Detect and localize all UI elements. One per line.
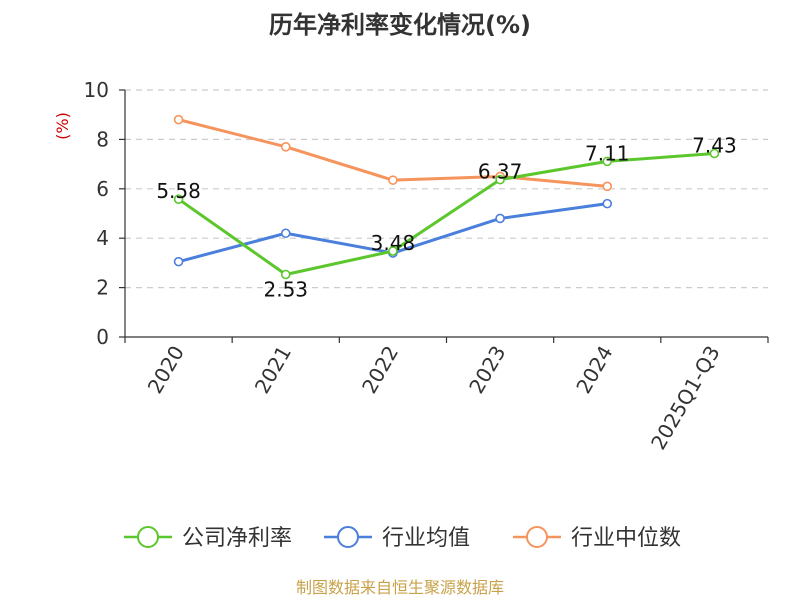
series-point-2 bbox=[280, 142, 291, 152]
series-point-0 bbox=[388, 246, 398, 256]
x-tick-labels: 2020 2021 2022 2023 2024 2025Q1-Q3 bbox=[143, 342, 725, 454]
axes bbox=[119, 89, 769, 343]
legend-marker-1 bbox=[337, 526, 359, 548]
data-label: 2.53 bbox=[263, 278, 308, 302]
series-point-1 bbox=[173, 256, 184, 267]
grid-lines bbox=[125, 89, 768, 289]
y-tick-label: 6 bbox=[96, 177, 109, 201]
x-tick-label: 2023 bbox=[464, 342, 510, 398]
series-point-0 bbox=[173, 194, 184, 204]
legend-label: 行业均值 bbox=[382, 526, 470, 551]
y-tick-label: 0 bbox=[96, 325, 109, 349]
y-tick-labels: 0 2 4 6 8 10 bbox=[84, 78, 109, 349]
data-label: 7.11 bbox=[585, 141, 630, 165]
series-point-2 bbox=[173, 114, 184, 125]
y-tick-label: 2 bbox=[96, 276, 109, 300]
data-labels: 5.58 2.53 3.48 6.37 7.11 7.43 bbox=[156, 133, 736, 301]
series-point-1 bbox=[280, 228, 291, 239]
data-label: 5.58 bbox=[156, 179, 201, 203]
y-tick-label: 4 bbox=[96, 226, 109, 250]
legend: 公司净利率 行业均值 行业中位数 bbox=[124, 526, 681, 551]
series-point-0 bbox=[709, 148, 720, 159]
series-point-2 bbox=[388, 175, 398, 185]
legend-marker-2 bbox=[526, 526, 548, 548]
y-tick-label: 8 bbox=[96, 127, 109, 151]
legend-marker-0 bbox=[137, 526, 159, 548]
source-note: 制图数据来自恒生聚源数据库 bbox=[296, 578, 504, 597]
series-line-0 bbox=[177, 151, 715, 277]
data-label: 6.37 bbox=[478, 160, 523, 184]
data-label: 3.48 bbox=[371, 231, 416, 255]
y-axis-unit: (%) bbox=[53, 112, 72, 140]
series-group bbox=[173, 114, 720, 280]
series-point-1 bbox=[495, 213, 505, 224]
y-tick-label: 10 bbox=[84, 78, 109, 102]
series-point-0 bbox=[602, 156, 613, 167]
legend-label: 公司净利率 bbox=[182, 526, 292, 551]
x-tick-label: 2025Q1-Q3 bbox=[646, 342, 725, 454]
series-point-0 bbox=[495, 174, 505, 185]
series-point-2 bbox=[602, 181, 613, 192]
x-tick-label: 2021 bbox=[250, 342, 296, 398]
chart-title: 历年净利率变化情况(%) bbox=[269, 11, 531, 39]
series-point-0 bbox=[280, 269, 291, 280]
x-tick-label: 2020 bbox=[143, 342, 189, 398]
series-point-1 bbox=[602, 198, 613, 209]
x-tick-label: 2024 bbox=[571, 342, 617, 398]
data-label: 7.43 bbox=[692, 133, 737, 157]
legend-label: 行业中位数 bbox=[571, 526, 681, 551]
x-tick-label: 2022 bbox=[357, 342, 403, 398]
